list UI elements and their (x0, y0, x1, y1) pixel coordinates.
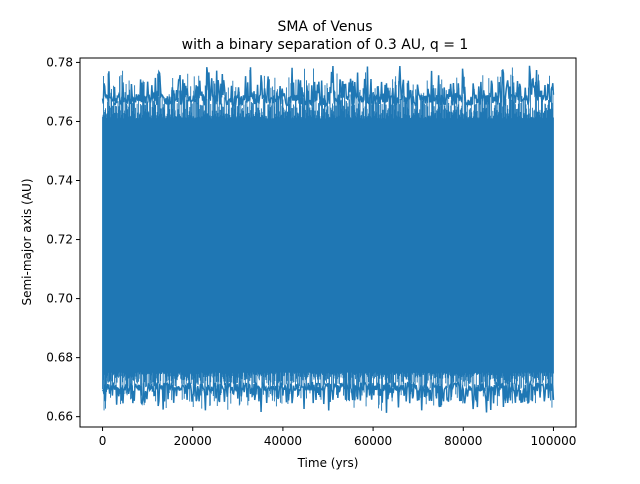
y-tick-label: 0.76 (46, 114, 73, 128)
plot-area (101, 65, 555, 413)
y-tick-label: 0.72 (46, 233, 73, 247)
y-tick-label: 0.66 (46, 410, 73, 424)
x-tick-label: 0 (99, 434, 107, 448)
series-oscillation (102, 67, 554, 411)
axes (79, 57, 577, 428)
series-line-sma (101, 65, 555, 413)
series-upper-envelope (101, 65, 555, 108)
x-tick-label: 80000 (444, 434, 482, 448)
chart-title-line-2: with a binary separation of 0.3 AU, q = … (182, 37, 469, 53)
y-tick-label: 0.70 (46, 292, 73, 306)
series-lower-envelope (101, 379, 555, 413)
axes-frame (79, 57, 577, 428)
x-tick-label: 60000 (354, 434, 392, 448)
y-tick-label: 0.74 (46, 174, 73, 188)
y-axis-ticks: 0.66 0.68 0.70 0.72 0.74 0.76 0.78 (46, 55, 80, 424)
chart-title-line-1: SMA of Venus (277, 19, 372, 35)
x-tick-label: 100000 (531, 434, 577, 448)
y-tick-label: 0.68 (46, 351, 73, 365)
y-tick-label: 0.78 (46, 55, 73, 69)
x-tick-label: 40000 (264, 434, 302, 448)
x-axis-ticks: 0 20000 40000 60000 80000 100000 (99, 427, 577, 448)
x-tick-label: 20000 (174, 434, 212, 448)
x-axis-label: Time (yrs) (297, 456, 359, 470)
y-axis-label: Semi-major axis (AU) (20, 178, 34, 305)
